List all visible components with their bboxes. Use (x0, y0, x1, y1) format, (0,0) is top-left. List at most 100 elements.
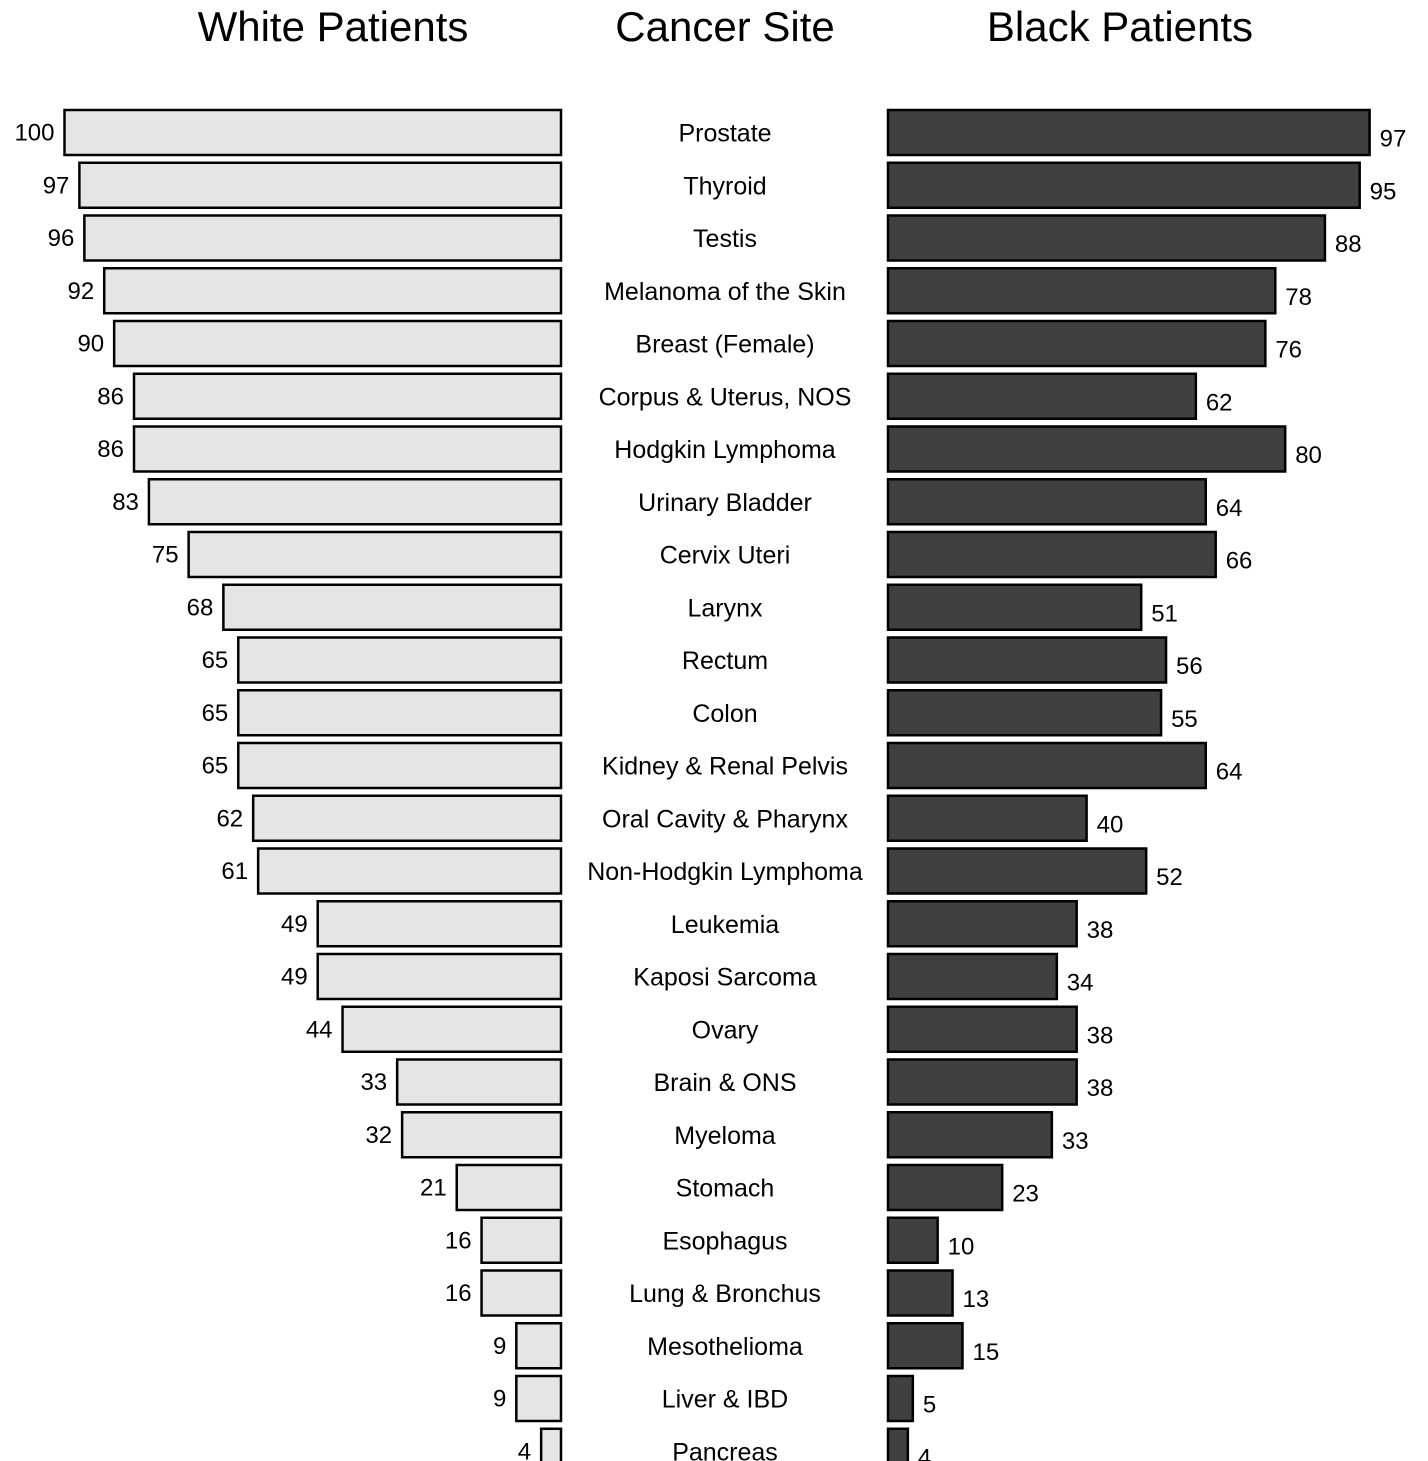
black-value-non-hodgkin-lymphoma: 52 (1156, 864, 1183, 891)
black-value-esophagus: 10 (948, 1233, 975, 1260)
site-label-pancreas: Pancreas (672, 1438, 778, 1461)
white-bar-mesothelioma (515, 1322, 563, 1370)
cancer-site-labels: Prostate Thyroid Testis Melanoma of the Ski… (587, 120, 863, 1461)
black-bar-non-hodgkin-lymphoma (886, 847, 1148, 895)
black-value-breast-female: 76 (1275, 337, 1302, 364)
black-value-pancreas: 4 (918, 1444, 931, 1461)
black-value-mesothelioma: 15 (972, 1339, 999, 1366)
black-value-lung-bronchus: 13 (963, 1286, 990, 1313)
black-value-myeloma: 33 (1062, 1128, 1089, 1155)
white-value-breast-female: 90 (77, 331, 104, 358)
black-value-leukemia: 38 (1087, 917, 1114, 944)
black-bar-rectum (886, 636, 1168, 684)
white-value-myeloma: 32 (365, 1122, 392, 1149)
left-header: White Patients (198, 3, 469, 50)
white-bar-lung-bronchus (480, 1269, 563, 1317)
site-label-hodgkin-lymphoma: Hodgkin Lymphoma (614, 436, 836, 464)
black-bar-prostate (886, 108, 1371, 157)
black-bar-melanoma-of-the-skin (886, 267, 1277, 315)
white-bar-colon (237, 689, 563, 737)
black-bar-breast-female (886, 319, 1267, 368)
site-label-non-hodgkin-lymphoma: Non-Hodgkin Lymphoma (587, 858, 863, 886)
white-bar-kidney-renal-pelvis (237, 741, 563, 790)
white-value-leukemia: 49 (281, 911, 308, 938)
white-bar-thyroid (78, 161, 563, 209)
black-bar-thyroid (886, 161, 1361, 209)
black-bar-pancreas (886, 1427, 910, 1461)
site-label-kidney-renal-pelvis: Kidney & Renal Pelvis (602, 753, 848, 781)
site-label-stomach: Stomach (676, 1175, 775, 1203)
white-bar-liver-ibd (515, 1374, 563, 1423)
white-value-larynx: 68 (187, 594, 214, 621)
black-bar-esophagus (886, 1216, 939, 1264)
black-bar-myeloma (886, 1111, 1054, 1159)
white-bar-esophagus (480, 1216, 563, 1264)
white-bar-testis (83, 214, 563, 262)
white-bar-rectum (237, 636, 563, 684)
black-value-kidney-renal-pelvis: 64 (1216, 759, 1243, 786)
white-bar-non-hodgkin-lymphoma (256, 847, 563, 895)
site-label-liver-ibd: Liver & IBD (662, 1386, 788, 1414)
black-value-colon: 55 (1171, 706, 1198, 733)
black-bar-brain-ons (886, 1058, 1078, 1106)
black-value-hodgkin-lymphoma: 80 (1295, 442, 1322, 469)
white-value-oral-cavity-pharynx: 62 (216, 805, 243, 832)
site-label-corpus-uterus-nos: Corpus & Uterus, NOS (599, 383, 852, 411)
black-value-cervix-uteri: 66 (1226, 548, 1253, 575)
black-bar-lung-bronchus (886, 1269, 954, 1317)
black-bar-hodgkin-lymphoma (886, 425, 1287, 473)
black-bar-leukemia (886, 900, 1078, 948)
white-value-corpus-uterus-nos: 86 (97, 383, 124, 410)
black-value-liver-ibd: 5 (923, 1392, 936, 1419)
site-label-mesothelioma: Mesothelioma (647, 1333, 803, 1361)
site-label-testis: Testis (693, 225, 757, 253)
black-bar-colon (886, 689, 1163, 737)
black-bar-stomach (886, 1163, 1004, 1212)
black-bar-testis (886, 214, 1327, 262)
white-bar-stomach (455, 1163, 563, 1212)
site-label-kaposi-sarcoma: Kaposi Sarcoma (633, 964, 817, 992)
black-value-thyroid: 95 (1370, 178, 1397, 205)
site-label-brain-ons: Brain & ONS (653, 1069, 796, 1097)
black-bar-urinary-bladder (886, 478, 1208, 526)
white-value-hodgkin-lymphoma: 86 (97, 436, 124, 463)
site-label-oral-cavity-pharynx: Oral Cavity & Pharynx (602, 805, 848, 833)
black-bar-ovary (886, 1005, 1078, 1053)
black-patients-series: 97 95 88 78 76 62 80 64 66 51 56 55 64 40 52 38 34 38 38 33… (886, 108, 1407, 1461)
site-label-melanoma-of-the-skin: Melanoma of the Skin (604, 278, 846, 306)
white-patients-series: 1009796929086868375686565656261494944333… (14, 108, 563, 1461)
white-bar-hodgkin-lymphoma (132, 425, 563, 473)
white-bar-breast-female (112, 319, 563, 368)
white-value-testis: 96 (48, 225, 75, 252)
white-value-kaposi-sarcoma: 49 (281, 964, 308, 991)
site-label-cervix-uteri: Cervix Uteri (660, 542, 791, 570)
black-value-rectum: 56 (1176, 653, 1203, 680)
white-value-rectum: 65 (202, 647, 229, 674)
site-label-prostate: Prostate (678, 120, 771, 148)
white-bar-myeloma (400, 1111, 563, 1159)
black-value-corpus-uterus-nos: 62 (1206, 389, 1233, 416)
white-bar-pancreas (539, 1427, 563, 1461)
black-bar-oral-cavity-pharynx (886, 794, 1088, 842)
black-value-larynx: 51 (1151, 600, 1178, 627)
white-bar-corpus-uterus-nos (132, 372, 563, 420)
white-value-colon: 65 (202, 700, 229, 727)
white-value-thyroid: 97 (43, 172, 70, 199)
right-header: Black Patients (987, 3, 1253, 50)
white-value-pancreas: 4 (518, 1438, 531, 1461)
white-value-mesothelioma: 9 (493, 1333, 506, 1360)
black-bar-kidney-renal-pelvis (886, 741, 1208, 790)
black-bar-corpus-uterus-nos (886, 372, 1198, 420)
black-bar-liver-ibd (886, 1374, 915, 1423)
site-label-breast-female: Breast (Female) (635, 331, 814, 359)
site-label-esophagus: Esophagus (662, 1227, 787, 1255)
center-header: Cancer Site (615, 3, 834, 50)
site-label-leukemia: Leukemia (671, 911, 779, 939)
white-value-lung-bronchus: 16 (445, 1280, 472, 1307)
black-value-prostate: 97 (1380, 126, 1407, 153)
black-bar-mesothelioma (886, 1322, 964, 1370)
white-bar-brain-ons (395, 1058, 563, 1106)
site-label-urinary-bladder: Urinary Bladder (638, 489, 812, 517)
white-bar-larynx (222, 583, 563, 631)
